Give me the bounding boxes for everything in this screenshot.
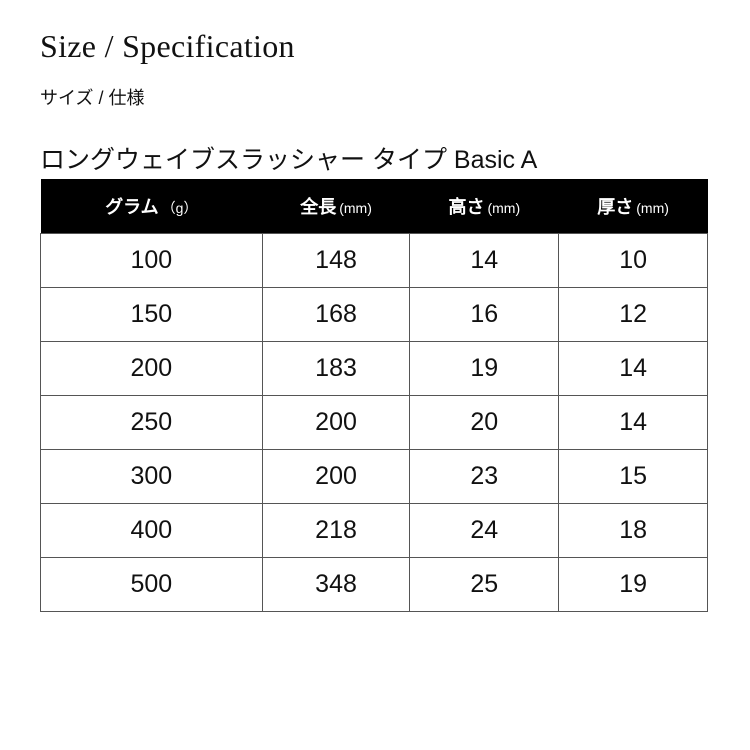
column-header: 高さ (mm)	[409, 179, 559, 234]
column-label: 全長	[300, 197, 337, 217]
column-label: 高さ	[448, 197, 485, 217]
column-label: グラム	[105, 197, 159, 217]
table-row: 300 200 23 15	[40, 449, 708, 504]
table-cell: 200	[40, 341, 263, 396]
table-row: 400 218 24 18	[40, 503, 708, 558]
table-cell: 400	[40, 503, 263, 558]
table-cell: 250	[40, 395, 263, 450]
table-cell: 168	[261, 287, 411, 342]
table-cell: 348	[261, 557, 411, 612]
table-cell: 15	[558, 449, 708, 504]
table-cell: 100	[40, 233, 263, 288]
table-cell: 218	[261, 503, 411, 558]
table-row: 250 200 20 14	[40, 395, 708, 450]
table-cell: 10	[558, 233, 708, 288]
table-cell: 16	[409, 287, 560, 342]
table-cell: 20	[409, 395, 560, 450]
table-cell: 14	[558, 395, 708, 450]
table-cell: 18	[558, 503, 708, 558]
page-title: Size / Specification	[40, 28, 295, 64]
table-cell: 14	[409, 233, 560, 288]
table-cell: 19	[558, 557, 708, 612]
column-header: グラム （g）	[40, 179, 263, 234]
table-row: 200 183 19 14	[40, 341, 708, 396]
table-cell: 500	[40, 557, 263, 612]
table-cell: 25	[409, 557, 560, 612]
page-subtitle: サイズ / 仕様	[40, 88, 145, 108]
product-name: ロングウェイブスラッシャー タイプ Basic A	[40, 146, 538, 174]
table-cell: 148	[261, 233, 411, 288]
column-label: 厚さ	[597, 197, 634, 217]
column-unit: （g）	[161, 200, 198, 216]
table-cell: 200	[261, 395, 411, 450]
table-cell: 12	[558, 287, 708, 342]
table-row: 100 148 14 10	[40, 233, 708, 288]
table-header-row: グラム （g） 全長 (mm) 高さ (mm) 厚さ (mm)	[40, 179, 708, 234]
table-cell: 183	[261, 341, 411, 396]
column-unit: (mm)	[487, 200, 521, 216]
spec-table: グラム （g） 全長 (mm) 高さ (mm) 厚さ (mm) 100 148 14 10 150 16…	[40, 179, 708, 612]
column-header: 厚さ (mm)	[558, 179, 708, 234]
column-unit: (mm)	[339, 200, 372, 216]
table-row: 500 348 25 19	[40, 557, 708, 612]
table-cell: 24	[409, 503, 560, 558]
column-unit: (mm)	[636, 200, 669, 216]
table-cell: 14	[558, 341, 708, 396]
table-row: 150 168 16 12	[40, 287, 708, 342]
column-header: 全長 (mm)	[262, 179, 410, 234]
table-cell: 200	[261, 449, 411, 504]
table-cell: 300	[40, 449, 263, 504]
table-cell: 23	[409, 449, 560, 504]
table-cell: 19	[409, 341, 560, 396]
table-cell: 150	[40, 287, 263, 342]
